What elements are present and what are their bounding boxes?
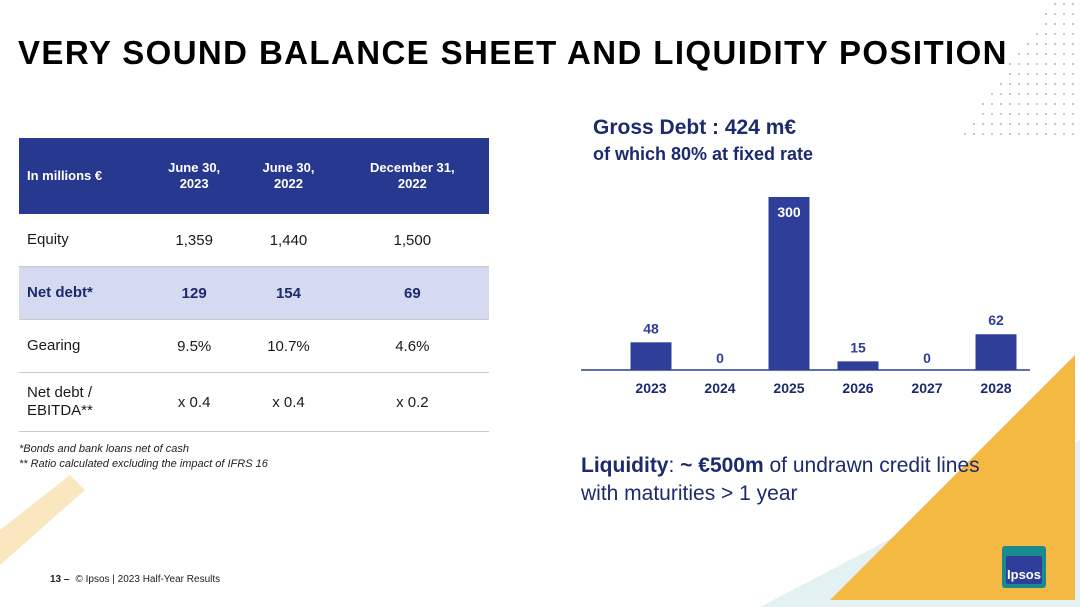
bar-2028	[975, 334, 1017, 370]
ipsos-logo: Ipsos	[1002, 546, 1046, 588]
column-header: In millions €	[19, 138, 147, 214]
liquidity-text: of undrawn credit lines with maturities …	[581, 454, 980, 505]
data-label-2027: 0	[923, 350, 931, 366]
table-header-row: In millions € June 30, 2023 June 30, 2022 …	[19, 138, 489, 214]
data-label-2025: 300	[777, 204, 801, 220]
bar-2023	[630, 342, 672, 370]
footnote: ** Ratio calculated excluding the impact…	[19, 458, 268, 470]
row-label: Net debt*	[19, 266, 147, 320]
x-tick-label-2028: 2028	[980, 380, 1011, 396]
gross-debt-maturity-chart: 48 2023 0 2024 300 2025 15 2026 0 2027 62 2028	[581, 197, 1030, 396]
data-label-2024: 0	[716, 350, 724, 366]
liquidity-amount: ~ €500m	[680, 454, 764, 477]
table-row: Gearing 9.5% 10.7% 4.6%	[19, 319, 489, 373]
balance-sheet-table: In millions € June 30, 2023 June 30, 2022 …	[19, 138, 489, 432]
liquidity-separator: :	[668, 454, 681, 477]
x-tick-label-2026: 2026	[842, 380, 873, 396]
data-label-2026: 15	[850, 339, 866, 355]
chart-title: Gross Debt : 424 m€	[593, 116, 797, 139]
row-label: Gearing	[19, 319, 147, 373]
table-cell: 9.5%	[147, 319, 242, 373]
footnotes: *Bonds and bank loans net of cash ** Rat…	[19, 442, 268, 472]
dot-pattern-decoration	[964, 3, 1074, 135]
x-tick-label-2023: 2023	[635, 380, 666, 396]
footer-text: © Ipsos | 2023 Half-Year Results	[75, 574, 221, 585]
table-cell: 1,359	[147, 214, 242, 267]
row-label: Equity	[19, 214, 147, 267]
table-row-highlighted: Net debt* 129 154 69	[19, 266, 489, 320]
column-header: December 31, 2022	[335, 138, 489, 214]
table-cell: 1,440	[241, 214, 336, 267]
x-tick-label-2024: 2024	[704, 380, 735, 396]
column-header: June 30, 2022	[241, 138, 336, 214]
liquidity-label: Liquidity	[581, 454, 669, 477]
liquidity-statement: Liquidity: ~ €500m of undrawn credit lin…	[581, 452, 981, 508]
table-cell: 4.6%	[335, 319, 489, 373]
bar-2026	[837, 361, 879, 370]
bar-2025	[768, 197, 810, 370]
chart-subtitle: of which 80% at fixed rate	[593, 144, 814, 164]
row-label: Net debt / EBITDA**	[19, 372, 147, 432]
page-title: VERY SOUND BALANCE SHEET AND LIQUIDITY P…	[18, 34, 1008, 71]
table-cell: 129	[147, 266, 242, 320]
table-row: Net debt / EBITDA** x 0.4 x 0.4 x 0.2	[19, 372, 489, 432]
data-label-2023: 48	[643, 320, 659, 336]
table-cell: x 0.4	[147, 372, 242, 432]
column-header: June 30, 2023	[147, 138, 242, 214]
data-label-2028: 62	[988, 312, 1004, 328]
table-cell: 1,500	[335, 214, 489, 267]
page-number: 13 –	[50, 574, 70, 585]
table-cell: x 0.4	[241, 372, 336, 432]
logo-text: Ipsos	[1007, 567, 1041, 582]
footer: 13 – © Ipsos | 2023 Half-Year Results	[50, 574, 220, 585]
table-cell: 10.7%	[241, 319, 336, 373]
x-tick-label-2027: 2027	[911, 380, 942, 396]
table-cell: 69	[335, 266, 489, 320]
footnote: *Bonds and bank loans net of cash	[19, 443, 190, 455]
table-cell: 154	[241, 266, 336, 320]
table-cell: x 0.2	[335, 372, 489, 432]
table-row: Equity 1,359 1,440 1,500	[19, 214, 489, 267]
x-tick-label-2025: 2025	[773, 380, 804, 396]
